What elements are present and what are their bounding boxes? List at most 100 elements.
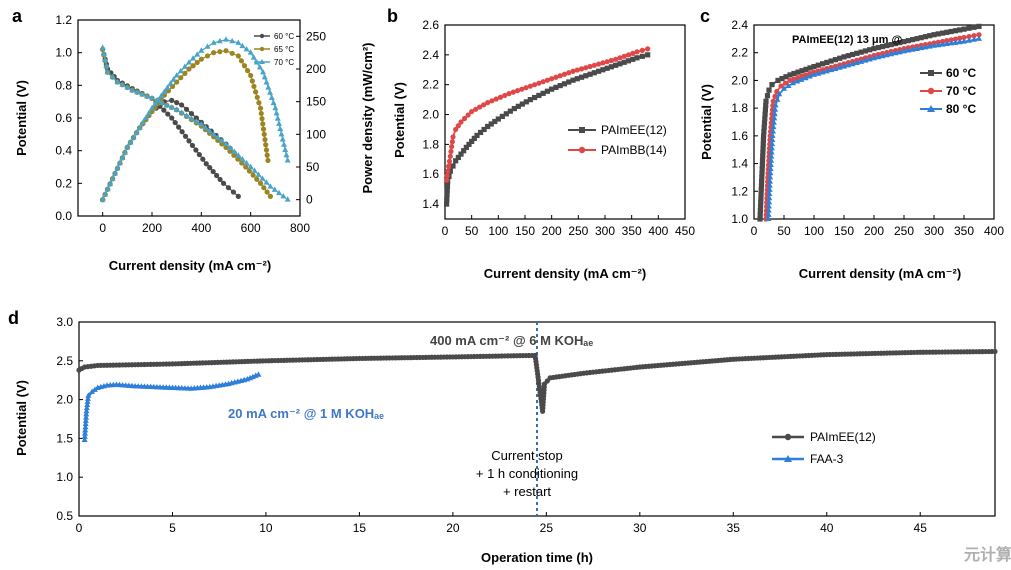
c-series-0-point [939, 30, 946, 36]
a-series-2-power-point [284, 157, 291, 163]
c-series-2-point [794, 78, 801, 84]
x-tick-label: 200 [864, 224, 884, 238]
d-series-1-point [83, 404, 90, 411]
a-series-2-power-point [278, 130, 285, 137]
legend-c-marker-60 [928, 70, 934, 76]
c-series-0-point [758, 187, 764, 193]
a-series-0-power-point [174, 100, 180, 106]
y-tick-label: 2.0 [56, 393, 73, 407]
d-series-1-point [85, 392, 92, 398]
y-tick-label: 2.2 [422, 78, 439, 92]
y2-tick-label: 150 [306, 95, 326, 109]
c-series-2-point [961, 38, 967, 44]
b-series-0-point [503, 111, 509, 117]
y-tick-label: 0.0 [55, 209, 72, 223]
a-series-2-power-point [263, 79, 270, 85]
c-series-0-point [815, 62, 821, 68]
panel-b-xlabel: Current density (mA cm⁻²) [484, 266, 646, 281]
a-series-2-power-point [107, 180, 114, 186]
a-series-2-power-point [276, 120, 283, 126]
b-series-1-point [519, 86, 525, 92]
d-series-1-point [84, 401, 91, 408]
a-series-2-polarization-point [267, 183, 274, 189]
c-series-0-point [824, 59, 830, 66]
c-series-2-point [802, 74, 809, 81]
y-tick-label: 3.0 [56, 315, 73, 329]
x-tick-label: 5 [169, 521, 176, 535]
c-series-2-point [956, 38, 963, 45]
c-series-0-point [791, 70, 797, 77]
c-series-0-point [901, 39, 907, 45]
a-series-2-power-point [177, 67, 184, 74]
a-series-2-polarization-point [218, 137, 225, 143]
y2-tick-label: 0 [306, 193, 313, 207]
d-series-1-point [81, 433, 88, 439]
b-series-0-point [453, 158, 459, 164]
c-series-0-point [766, 87, 772, 93]
a-series-2-power-point [194, 51, 201, 57]
a-series-2-polarization-point [109, 73, 116, 80]
a-series-2-power-point [267, 89, 274, 95]
b-series-0-point [469, 138, 475, 144]
c-series-2-point [772, 101, 779, 108]
c-series-1-point [957, 35, 963, 41]
c-series-2-point [966, 37, 972, 43]
a-series-1-power-point [263, 147, 270, 153]
d-series-1-point [82, 426, 89, 433]
b-series-0-point [527, 97, 533, 103]
y-tick-label: 1.2 [731, 184, 748, 198]
x-tick-label: 100 [488, 224, 508, 238]
a-series-0-polarization-point [182, 133, 189, 139]
panel-a-y2label: Power density (mW/cm²) [360, 43, 375, 194]
b-series-1-point [449, 139, 455, 145]
b-series-1-point [446, 158, 453, 164]
c-series-0-point [757, 216, 763, 222]
legend-b-marker-paimbb [578, 146, 586, 154]
c-series-0-point [837, 55, 843, 61]
y-tick-label: 1.0 [55, 46, 72, 60]
c-series-0-point [759, 178, 765, 185]
b-series-0-point [536, 92, 542, 99]
d-series-1-point [82, 417, 89, 423]
panel-b-ylabel: Potential (V) [392, 82, 407, 158]
b-series-1-point [485, 100, 491, 106]
legend-d-marker-paimee [784, 433, 792, 441]
x-tick-label: 150 [515, 224, 535, 238]
c-series-0-point [819, 61, 826, 67]
b-series-1-point [514, 88, 521, 94]
c-series-0-point [758, 191, 764, 197]
b-series-1-point [458, 119, 464, 125]
a-series-2-polarization-point [223, 140, 229, 147]
c-series-0-point [927, 33, 933, 39]
y-tick-label: 2.0 [422, 108, 439, 122]
a-series-2-power-point [243, 46, 250, 52]
b-series-1-point [553, 74, 559, 80]
d-series-1-point [81, 436, 88, 442]
x-tick-label: 350 [622, 224, 642, 238]
c-series-1-point [803, 72, 809, 78]
d-series-1-point [255, 371, 262, 377]
b-series-1-point [583, 65, 589, 71]
c-series-0-point [760, 137, 767, 143]
b-series-0-point [495, 116, 501, 122]
c-series-0-point [971, 24, 977, 30]
b-series-0-point [553, 84, 559, 90]
c-series-2-point [781, 85, 787, 91]
b-series-0-point [499, 113, 505, 120]
annotation-stop-line1: Current stop [491, 448, 563, 463]
x-tick-label: 45 [914, 521, 928, 535]
a-series-0-polarization-point [189, 142, 196, 149]
a-series-2-polarization-point [178, 109, 185, 115]
b-series-0-point [634, 55, 640, 61]
c-series-0-point [764, 93, 771, 99]
c-series-2-point [767, 174, 774, 180]
c-series-2-point [767, 178, 774, 184]
y-tick-label: 1.0 [731, 212, 748, 226]
a-series-2-polarization-point [280, 193, 287, 199]
b-series-0-point [557, 82, 563, 89]
legend-d-marker-faa3 [784, 455, 792, 462]
b-series-1-point [574, 67, 580, 73]
x-tick-label: 200 [542, 224, 562, 238]
a-series-2-power-point [239, 42, 246, 49]
c-series-1-point [795, 75, 801, 81]
